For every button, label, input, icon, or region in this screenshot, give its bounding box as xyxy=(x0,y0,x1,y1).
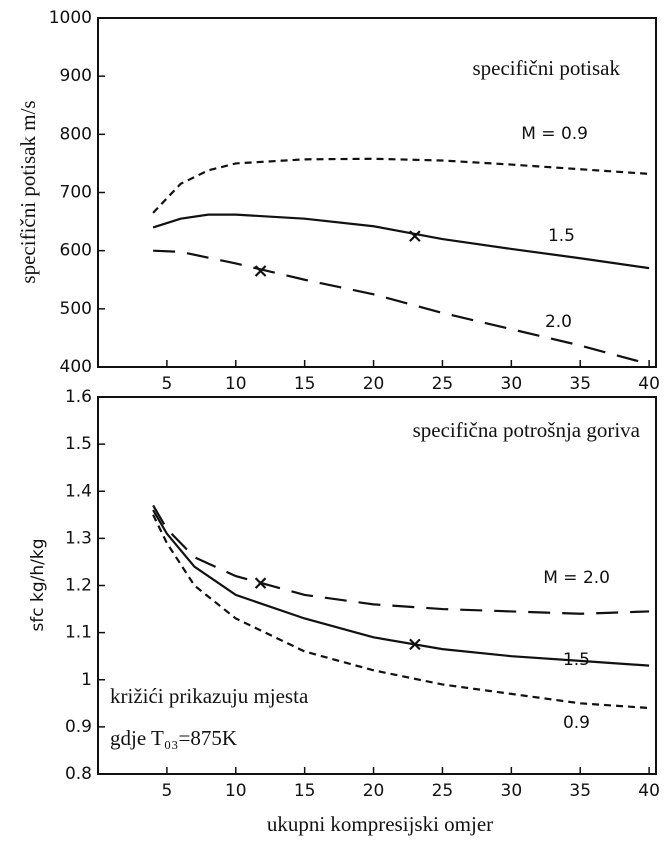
x-tick-label: 5 xyxy=(161,781,172,801)
x-tick-label: 20 xyxy=(363,781,385,801)
y-tick-label: 1.2 xyxy=(65,576,92,596)
y-tick-label: 500 xyxy=(60,299,92,319)
y-tick-label: 1.3 xyxy=(65,528,92,548)
x-tick-label: 25 xyxy=(432,781,454,801)
series-label: M = 2.0 xyxy=(543,568,610,588)
series-line xyxy=(153,249,650,366)
y-tick-label: 900 xyxy=(60,66,92,86)
y-tick-label: 0.9 xyxy=(65,717,92,737)
x-tick-label: 20 xyxy=(363,374,385,394)
series-line xyxy=(152,504,650,615)
x-tick-label: 40 xyxy=(638,374,660,394)
series-label: 1.5 xyxy=(548,226,575,246)
y-tick-label: 1.4 xyxy=(65,481,92,501)
x-tick-label: 35 xyxy=(569,374,591,394)
x-tick-label: 10 xyxy=(225,781,247,801)
series-label: 0.9 xyxy=(563,713,590,733)
y-tick-label: 800 xyxy=(60,124,92,144)
x-tick-label: 25 xyxy=(432,374,454,394)
x-tick-label: 30 xyxy=(501,781,523,801)
series-line xyxy=(152,157,650,214)
x-tick-label: 30 xyxy=(501,374,523,394)
x-tick-label: 40 xyxy=(638,781,660,801)
x-axis-label: ukupni kompresijski omjer xyxy=(267,812,493,836)
series-line xyxy=(152,213,650,270)
y-axis-label: sfc kg/h/kg xyxy=(28,538,48,631)
x-tick-label: 15 xyxy=(294,374,316,394)
series-label: 2.0 xyxy=(545,312,572,332)
x-tick-label: 10 xyxy=(225,374,247,394)
annotation: gdje T₀₃=875K xyxy=(110,726,237,750)
y-tick-label: 1.5 xyxy=(65,434,92,454)
y-tick-label: 1.1 xyxy=(65,623,92,643)
series-line xyxy=(152,509,650,667)
x-tick-label: 5 xyxy=(161,374,172,394)
series-line xyxy=(152,514,650,710)
chart-title: specifična potrošnja goriva xyxy=(413,418,641,442)
cross-marker xyxy=(409,230,421,242)
chart-title: specifični potisak xyxy=(472,56,620,80)
y-tick-label: 700 xyxy=(60,183,92,203)
cross-marker xyxy=(254,265,267,277)
y-tick-label: 600 xyxy=(60,241,92,261)
y-tick-label: 400 xyxy=(60,357,92,377)
series-label: M = 0.9 xyxy=(521,124,588,144)
series-label: 1.5 xyxy=(563,650,590,670)
x-tick-label: 15 xyxy=(294,781,316,801)
y-axis-label: specifični potisak m/s xyxy=(16,100,40,283)
cross-marker xyxy=(254,577,267,589)
y-tick-label: 1.6 xyxy=(65,387,92,407)
annotation: križići prikazuju mjesta xyxy=(110,684,309,708)
y-tick-label: 1 xyxy=(81,670,92,690)
cross-marker xyxy=(409,638,421,651)
y-tick-label: 0.8 xyxy=(65,764,92,784)
x-tick-label: 35 xyxy=(569,781,591,801)
y-tick-label: 1000 xyxy=(49,8,92,28)
